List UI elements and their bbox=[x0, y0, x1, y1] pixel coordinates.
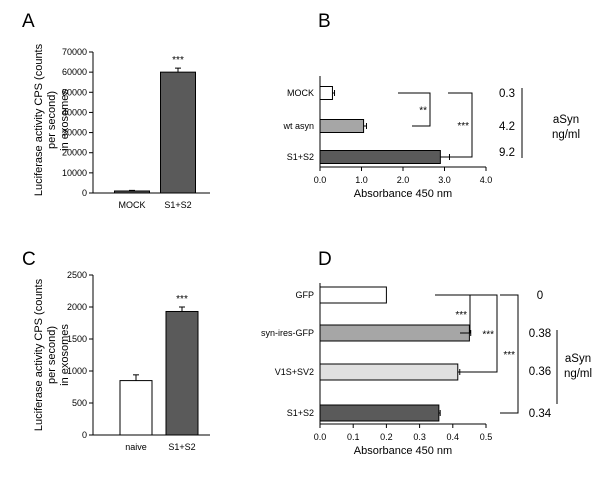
panel-d-bar bbox=[319, 404, 440, 422]
panel-d-significance-stars: *** bbox=[503, 350, 515, 361]
panel-b-bar bbox=[319, 150, 441, 164]
panel-d-xlabel: Absorbance 450 nm bbox=[354, 445, 452, 457]
panel-a-significance-stars: *** bbox=[172, 55, 184, 66]
panel-a-bar bbox=[160, 71, 196, 194]
panel-b-xtick-label: 2.0 bbox=[397, 175, 410, 185]
panel-c-ytick-label: 500 bbox=[72, 398, 87, 408]
panel-b-category-label: MOCK bbox=[287, 88, 314, 98]
panel-d-side-value: 0.38 bbox=[529, 328, 551, 340]
panel-c-significance-stars: *** bbox=[176, 294, 188, 305]
panel-d-bar bbox=[319, 363, 459, 381]
panel-d-significance-bracket bbox=[435, 294, 471, 334]
panel-b-side-label-1: aSyn bbox=[553, 114, 579, 126]
panel-b-xlabel: Absorbance 450 nm bbox=[354, 188, 452, 200]
panel-d-chart: 0.0 0.1 0.2 0.3 0.4 0.5 Absorbance 450 nm GFP sy… bbox=[261, 283, 592, 457]
panel-c-category-label: S1+S2 bbox=[168, 442, 195, 452]
panel-d-xtick-label: 0.4 bbox=[447, 432, 460, 442]
panel-d-significance-bracket bbox=[460, 294, 498, 373]
panel-c-ytick-label: 0 bbox=[82, 430, 87, 440]
panel-d-side-value: 0.34 bbox=[529, 408, 552, 420]
panel-label-d: D bbox=[318, 249, 332, 270]
panel-c-ytick-label: 1000 bbox=[67, 366, 87, 376]
panel-b-category-label: S1+S2 bbox=[287, 152, 314, 162]
panel-d-xtick-label: 0.3 bbox=[413, 432, 426, 442]
panel-d-xtick-label: 0.0 bbox=[314, 432, 327, 442]
panel-d-side-value: 0 bbox=[537, 290, 543, 302]
panel-a-ytick-label: 70000 bbox=[62, 47, 87, 57]
panel-a-ylabel-line2: per second) bbox=[46, 91, 58, 149]
panel-d-category-label: GFP bbox=[295, 290, 314, 300]
panel-d-xtick-label: 0.2 bbox=[380, 432, 393, 442]
panel-b-side-value: 0.3 bbox=[499, 88, 515, 100]
panel-b-side-value: 9.2 bbox=[499, 147, 515, 159]
panel-a-bar bbox=[114, 190, 150, 194]
panel-b-xtick-label: 0.0 bbox=[314, 175, 327, 185]
panel-a-chart: Luciferase activity CPS (counts per seco… bbox=[33, 43, 210, 210]
panel-label-b: B bbox=[318, 11, 331, 32]
panel-a-category-label: MOCK bbox=[119, 200, 146, 210]
panel-d-side-label-2: ng/ml bbox=[564, 368, 592, 380]
panel-a-ytick-label: 30000 bbox=[62, 128, 87, 138]
panel-b-bar bbox=[319, 119, 365, 133]
panel-c-bar bbox=[165, 310, 199, 436]
panel-c-chart: Luciferase activity CPS (counts per seco… bbox=[33, 270, 210, 452]
panel-d-xtick-label: 0.5 bbox=[480, 432, 493, 442]
panel-b-side-value: 4.2 bbox=[499, 121, 515, 133]
panel-c-ylabel-line3: in exosomes bbox=[59, 324, 71, 386]
panel-b-bar bbox=[319, 86, 333, 100]
panel-label-c: C bbox=[22, 249, 36, 270]
panel-c-ytick-label: 1500 bbox=[67, 334, 87, 344]
panel-a-ytick-label: 20000 bbox=[62, 148, 87, 158]
panel-a-ytick-label: 10000 bbox=[62, 168, 87, 178]
panel-a-ylabel-line1: Luciferase activity CPS (counts bbox=[33, 43, 45, 196]
panel-c-category-label: naive bbox=[125, 442, 147, 452]
panel-label-a: A bbox=[22, 11, 35, 32]
panel-d-category-label: V1S+SV2 bbox=[275, 367, 314, 377]
panel-d-category-label: S1+S2 bbox=[287, 408, 314, 418]
panel-b-xtick-label: 3.0 bbox=[438, 175, 451, 185]
panel-d-category-label: syn-ires-GFP bbox=[261, 328, 314, 338]
panel-c-ylabel-line2: per second) bbox=[46, 326, 58, 384]
panel-b-xtick-label: 4.0 bbox=[480, 175, 493, 185]
panel-d-significance-bracket bbox=[500, 294, 519, 414]
panel-d-significance-stars: *** bbox=[482, 330, 494, 341]
panel-a-ylabel-line3: in exosomes bbox=[59, 89, 71, 151]
panel-b-xtick-label: 1.0 bbox=[355, 175, 368, 185]
panel-b-significance-stars: ** bbox=[419, 106, 427, 117]
panel-a-ytick-label: 0 bbox=[82, 188, 87, 198]
panel-a-category-label: S1+S2 bbox=[164, 200, 191, 210]
panel-c-ytick-label: 2000 bbox=[67, 302, 87, 312]
panel-a-ytick-label: 40000 bbox=[62, 107, 87, 117]
panel-d-significance-stars: *** bbox=[455, 310, 467, 321]
panel-c-ytick-label: 2500 bbox=[67, 270, 87, 280]
panel-d-bar bbox=[319, 286, 387, 304]
panel-d-side-label-1: aSyn bbox=[565, 353, 591, 365]
panel-d-xtick-label: 0.1 bbox=[347, 432, 360, 442]
panel-b-significance-stars: *** bbox=[457, 121, 469, 132]
panel-b-side-label-2: ng/ml bbox=[552, 129, 580, 141]
panel-b-chart: 0.0 1.0 2.0 3.0 4.0 Absorbance 450 nm MOCK wt a… bbox=[282, 76, 580, 200]
panel-a-ytick-label: 50000 bbox=[62, 87, 87, 97]
panel-b-category-label: wt asyn bbox=[282, 121, 314, 131]
panel-a-ytick-label: 60000 bbox=[62, 67, 87, 77]
panel-b-significance-bracket bbox=[448, 92, 473, 158]
panel-d-bar bbox=[319, 324, 470, 342]
panel-c-ylabel-line1: Luciferase activity CPS (counts bbox=[33, 278, 45, 431]
panel-d-side-value: 0.36 bbox=[529, 366, 551, 378]
panel-b-significance-bracket bbox=[398, 92, 431, 127]
panel-c-bar bbox=[119, 380, 153, 436]
